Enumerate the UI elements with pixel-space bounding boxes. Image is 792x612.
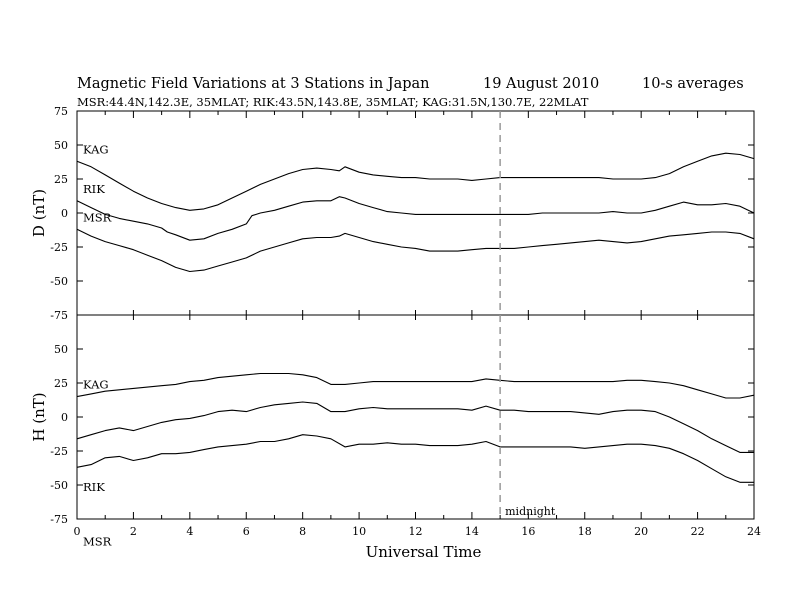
y-tick-label: 0 xyxy=(61,411,68,424)
y-tick-label: 50 xyxy=(54,139,68,152)
series-label-rik: RIK xyxy=(83,182,105,196)
x-tick-label: 4 xyxy=(186,525,193,538)
y-tick-label: -25 xyxy=(50,445,68,458)
chart-date: 19 August 2010 xyxy=(483,76,599,92)
series-line-rik xyxy=(76,196,755,241)
chart-title: Magnetic Field Variations at 3 Stations … xyxy=(77,76,430,92)
series-label-kag: KAG xyxy=(83,378,109,392)
x-tick-label: 0 xyxy=(74,525,81,538)
x-tick-label: 14 xyxy=(465,525,479,538)
y-tick-label: 75 xyxy=(54,105,68,118)
panel-frame xyxy=(76,110,755,316)
panel-frame xyxy=(76,314,755,520)
y-tick-label: -25 xyxy=(50,241,68,254)
midnight-label: midnight xyxy=(505,505,556,518)
x-tick-label: 24 xyxy=(747,525,761,538)
y-tick-label: -75 xyxy=(50,513,68,526)
series-label-rik: RIK xyxy=(83,480,105,494)
x-tick-label: 12 xyxy=(409,525,423,538)
x-axis-title: Universal Time xyxy=(366,543,482,561)
panel-d: 75 50 25 0 -25 -50 -75 D (nT) KAG RIK MSR xyxy=(30,105,755,322)
x-tick-label: 22 xyxy=(691,525,705,538)
series-line-kag xyxy=(76,372,755,399)
series-label-msr: MSR xyxy=(83,534,112,548)
x-tick-label: 8 xyxy=(299,525,306,538)
y-tick-label: 50 xyxy=(54,343,68,356)
y-axis-title: H (nT) xyxy=(30,392,48,441)
x-tick-label: 6 xyxy=(243,525,250,538)
x-tick-label: 10 xyxy=(352,525,366,538)
y-tick-label: 25 xyxy=(54,173,68,186)
y-tick-label: -75 xyxy=(50,309,68,322)
series-line-kag xyxy=(76,152,755,211)
series-label-kag: KAG xyxy=(83,142,109,156)
x-tick-label: 2 xyxy=(130,525,137,538)
x-tick-label: 16 xyxy=(521,525,535,538)
y-tick-label: 0 xyxy=(61,207,68,220)
panel-h: 50 25 0 -25 -50 -75 H (nT) KAG RIK MSR xyxy=(30,314,755,548)
y-tick-label: -50 xyxy=(50,479,68,492)
y-axis-title: D (nT) xyxy=(30,189,48,237)
series-line-msr xyxy=(76,228,755,273)
y-tick-label: -50 xyxy=(50,275,68,288)
series-line-rik xyxy=(76,401,754,453)
x-axis: 0 2 4 6 8 10 12 14 16 18 20 22 24 xyxy=(74,111,761,538)
x-tick-label: 18 xyxy=(578,525,592,538)
y-tick-label: 25 xyxy=(54,377,68,390)
chart-averaging: 10-s averages xyxy=(642,76,744,92)
x-tick-label: 20 xyxy=(634,525,648,538)
series-line-msr xyxy=(76,434,754,483)
series-label-msr: MSR xyxy=(83,210,112,224)
chart-subtitle: MSR:44.4N,142.3E, 35MLAT; RIK:43.5N,143.… xyxy=(77,95,589,109)
